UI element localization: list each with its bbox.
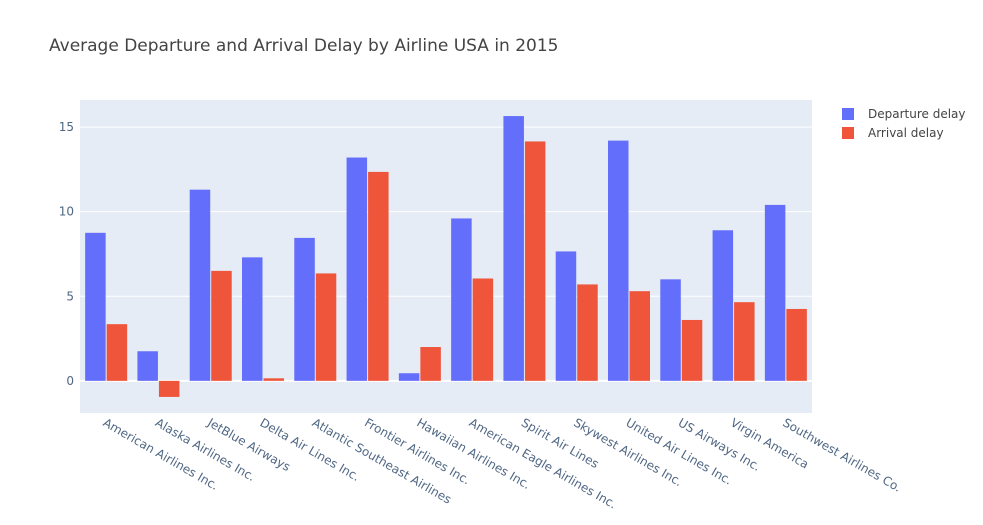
y-axis-ticks: 0 5 10 15 <box>59 120 74 388</box>
bar-arrival[interactable] <box>472 278 494 381</box>
y-tick-label: 10 <box>59 205 74 219</box>
bar-arrival[interactable] <box>681 319 703 381</box>
bar-departure[interactable] <box>346 157 368 381</box>
bar-arrival[interactable] <box>315 273 337 381</box>
bar-departure[interactable] <box>555 251 577 381</box>
bar-departure[interactable] <box>189 189 211 381</box>
bar-arrival[interactable] <box>368 171 389 381</box>
bar-arrival[interactable] <box>524 141 546 381</box>
bar-departure[interactable] <box>712 230 734 381</box>
bar-departure[interactable] <box>764 204 786 381</box>
legend-label[interactable]: Arrival delay <box>868 126 944 140</box>
legend[interactable]: Departure delay Arrival delay <box>842 107 966 140</box>
bar-departure[interactable] <box>294 237 315 381</box>
bar-arrival[interactable] <box>106 324 128 381</box>
bar-departure[interactable] <box>660 279 681 381</box>
legend-label[interactable]: Departure delay <box>868 107 966 121</box>
bar-departure[interactable] <box>242 257 263 381</box>
bar-arrival[interactable] <box>211 270 232 381</box>
bar-departure[interactable] <box>608 140 629 381</box>
legend-swatch[interactable] <box>842 108 854 120</box>
bar-arrival[interactable] <box>263 378 285 381</box>
bars <box>85 116 807 397</box>
bar-arrival[interactable] <box>629 291 651 381</box>
y-tick-label: 5 <box>66 289 74 303</box>
legend-swatch[interactable] <box>842 127 854 139</box>
bar-arrival[interactable] <box>577 284 598 381</box>
x-axis-ticks: American Airlines Inc.Alaska Airlines In… <box>101 415 904 512</box>
bar-arrival[interactable] <box>734 302 755 381</box>
bar-departure[interactable] <box>137 351 158 381</box>
chart-title: Average Departure and Arrival Delay by A… <box>49 36 559 56</box>
y-tick-label: 15 <box>59 120 74 134</box>
bar-arrival[interactable] <box>420 347 441 381</box>
bar-departure[interactable] <box>451 218 472 381</box>
bar-departure[interactable] <box>398 373 420 381</box>
bar-departure[interactable] <box>503 116 524 381</box>
bar-arrival[interactable] <box>158 380 180 397</box>
bar-departure[interactable] <box>85 232 106 381</box>
y-tick-label: 0 <box>66 374 74 388</box>
bar-arrival[interactable] <box>786 308 807 381</box>
